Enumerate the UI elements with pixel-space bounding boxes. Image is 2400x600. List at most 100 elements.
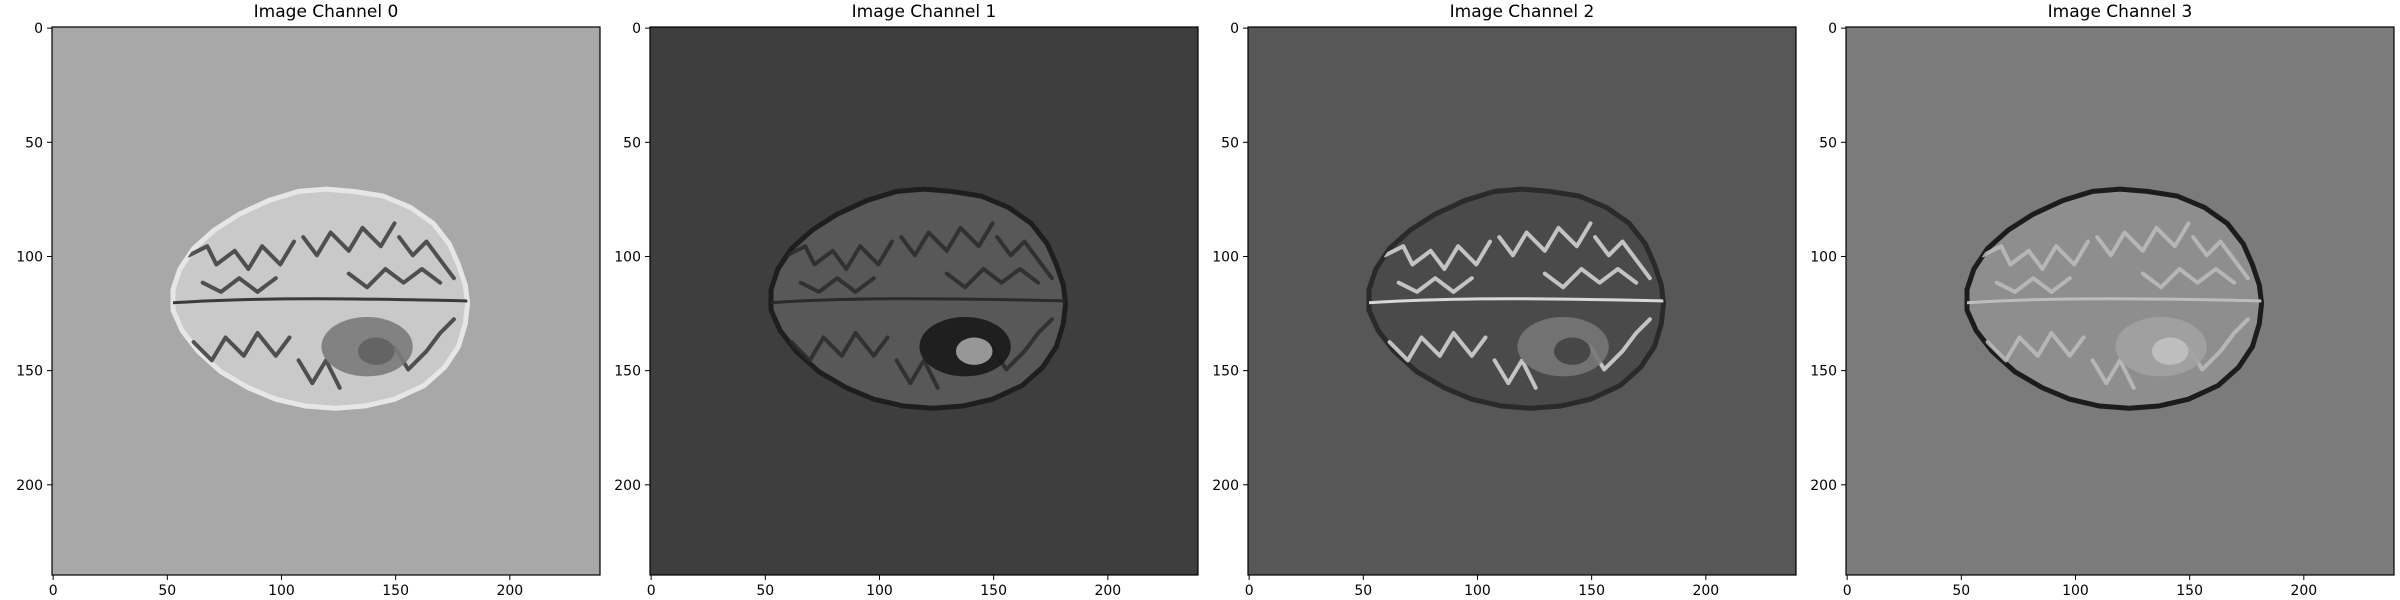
axes-frame [1845, 26, 2395, 576]
y-tick-label: 50 [1221, 135, 1239, 151]
sulcus [1396, 276, 1474, 294]
lesion-core [357, 337, 395, 365]
x-tick-label: 50 [1354, 583, 1372, 599]
sulcus [785, 239, 894, 271]
midline-fissure [1369, 297, 1664, 305]
sulcus [200, 276, 278, 294]
image-axes: 0 0 50 50 100 100 150 150 200 200 [614, 21, 1199, 599]
x-tick-label: 0 [49, 583, 58, 599]
brain-slice [170, 186, 471, 411]
image-svg: 0 0 50 50 100 100 150 150 200 200 [1212, 21, 1797, 599]
sulcus [1593, 235, 1652, 281]
x-tick-label: 0 [1245, 583, 1254, 599]
y-tick-label: 150 [1810, 364, 1837, 380]
sulcus [2095, 221, 2191, 258]
sulcus [187, 239, 296, 271]
y-tick-label: 0 [632, 21, 641, 37]
sulcus [1492, 358, 1538, 390]
x-tick-label: 0 [1843, 583, 1852, 599]
panel-title: Image Channel 0 [253, 2, 399, 22]
x-tick-label: 200 [1094, 583, 1121, 599]
sulcus [191, 331, 292, 363]
axes-frame [1247, 26, 1797, 576]
y-tick-label: 200 [614, 478, 641, 494]
sulcus [2090, 358, 2136, 390]
x-tick-label: 100 [866, 583, 893, 599]
sulcus [1994, 276, 2072, 294]
image-axes: 0 0 50 50 100 100 150 150 200 200 [1810, 21, 2395, 599]
lesion-core [1553, 337, 1591, 365]
y-tick-label: 200 [1212, 478, 1239, 494]
sulcus [995, 235, 1054, 281]
image-svg: 0 0 50 50 100 100 150 150 200 200 [1810, 21, 2395, 599]
x-tick-label: 200 [2290, 583, 2317, 599]
sulcus [301, 221, 397, 258]
image-panel-3: Image Channel 3 0 0 50 50 100 100 150 150 200 200 [1794, 0, 2395, 600]
y-tick-label: 100 [1212, 249, 1239, 265]
axes-frame [51, 26, 601, 576]
y-tick-label: 150 [16, 364, 43, 380]
sulcus [894, 358, 940, 390]
x-tick-label: 100 [2062, 583, 2089, 599]
sulcus [1387, 331, 1488, 363]
sulcus [296, 358, 342, 390]
image-panel-2: Image Channel 2 0 0 50 50 100 100 150 150 200 200 [1196, 0, 1797, 600]
sulcus [397, 235, 456, 281]
y-tick-label: 100 [614, 249, 641, 265]
brain-slice [1964, 186, 2265, 411]
lesion-core [2151, 337, 2189, 365]
panel-title: Image Channel 3 [2047, 2, 2193, 22]
y-tick-label: 0 [34, 21, 43, 37]
sulcus [1383, 239, 1492, 271]
x-tick-label: 100 [1464, 583, 1491, 599]
x-tick-label: 150 [1578, 583, 1605, 599]
sulcus [1542, 267, 1639, 290]
sulcus [1981, 239, 2090, 271]
lesion-core [955, 337, 993, 365]
y-tick-label: 100 [16, 249, 43, 265]
x-tick-label: 100 [268, 583, 295, 599]
image-svg: 0 0 50 50 100 100 150 150 200 200 [614, 21, 1199, 599]
y-tick-label: 0 [1230, 21, 1239, 37]
x-tick-label: 50 [158, 583, 176, 599]
sulcus [1497, 221, 1593, 258]
brain-slice [1366, 186, 1667, 411]
image-panel-1: Image Channel 1 0 0 50 50 100 100 150 150 200 200 [598, 0, 1199, 600]
x-tick-label: 200 [496, 583, 523, 599]
midline-fissure [771, 297, 1066, 305]
image-axes: 0 0 50 50 100 100 150 150 200 200 [16, 21, 601, 599]
y-tick-label: 50 [25, 135, 43, 151]
sulcus [2140, 267, 2237, 290]
x-tick-label: 0 [647, 583, 656, 599]
sulcus [899, 221, 995, 258]
panel-title: Image Channel 1 [851, 2, 997, 22]
y-tick-label: 150 [614, 364, 641, 380]
x-tick-label: 150 [980, 583, 1007, 599]
sulcus [2191, 235, 2250, 281]
y-tick-label: 50 [1819, 135, 1837, 151]
sulcus [346, 267, 443, 290]
y-tick-label: 200 [1810, 478, 1837, 494]
image-svg: 0 0 50 50 100 100 150 150 200 200 [16, 21, 601, 599]
image-panel-0: Image Channel 0 0 0 50 50 100 100 150 150 200 200 [0, 0, 601, 600]
midline-fissure [173, 297, 468, 305]
sulcus [798, 276, 876, 294]
sulcus [789, 331, 890, 363]
x-tick-label: 150 [382, 583, 409, 599]
sulcus [944, 267, 1041, 290]
x-tick-label: 50 [1952, 583, 1970, 599]
x-tick-label: 200 [1692, 583, 1719, 599]
panel-title: Image Channel 2 [1449, 2, 1595, 22]
y-tick-label: 200 [16, 478, 43, 494]
brain-slice [768, 186, 1069, 411]
y-tick-label: 50 [623, 135, 641, 151]
midline-fissure [1967, 297, 2262, 305]
y-tick-label: 100 [1810, 249, 1837, 265]
image-axes: 0 0 50 50 100 100 150 150 200 200 [1212, 21, 1797, 599]
sulcus [1985, 331, 2086, 363]
x-tick-label: 50 [756, 583, 774, 599]
y-tick-label: 0 [1828, 21, 1837, 37]
y-tick-label: 150 [1212, 364, 1239, 380]
axes-frame [649, 26, 1199, 576]
